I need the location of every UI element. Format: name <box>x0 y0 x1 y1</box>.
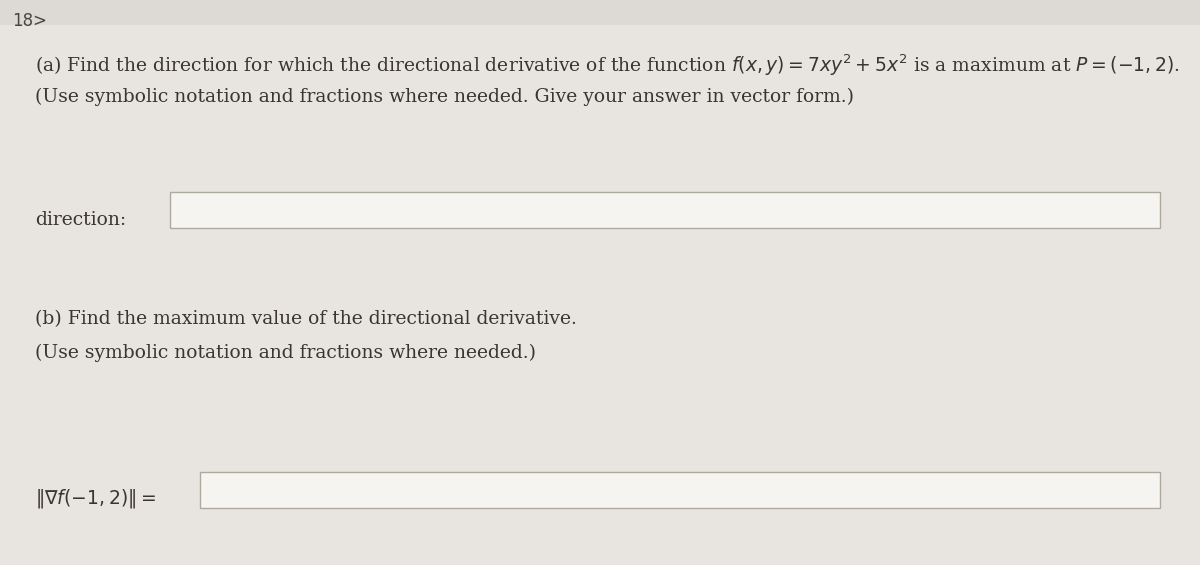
Text: direction:: direction: <box>35 211 126 229</box>
FancyBboxPatch shape <box>200 472 1160 508</box>
FancyBboxPatch shape <box>170 192 1160 228</box>
Text: (Use symbolic notation and fractions where needed. Give your answer in vector fo: (Use symbolic notation and fractions whe… <box>35 88 854 106</box>
Text: (b) Find the maximum value of the directional derivative.: (b) Find the maximum value of the direct… <box>35 310 577 328</box>
Text: (a) Find the direction for which the directional derivative of the function $f(x: (a) Find the direction for which the dir… <box>35 52 1180 77</box>
Text: 18: 18 <box>12 12 34 30</box>
Text: $\|\nabla f(-1, 2)\| =$: $\|\nabla f(-1, 2)\| =$ <box>35 486 156 510</box>
Text: (Use symbolic notation and fractions where needed.): (Use symbolic notation and fractions whe… <box>35 344 536 362</box>
Text: >: > <box>32 12 46 30</box>
